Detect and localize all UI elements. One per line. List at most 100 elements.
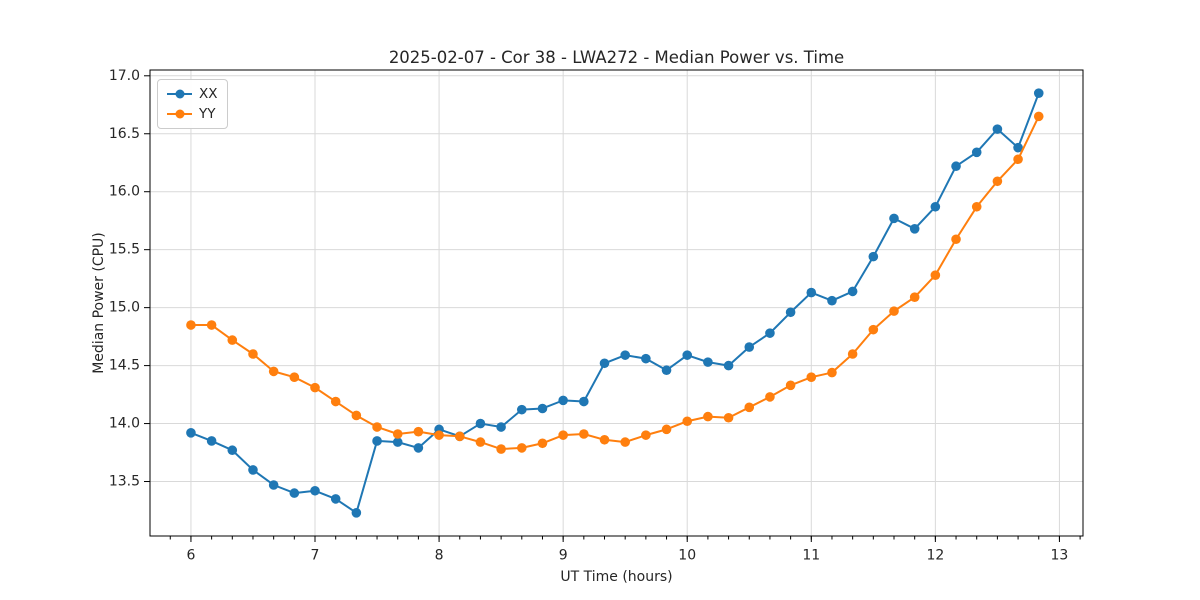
y-tick-label: 15.5 xyxy=(109,242,140,258)
data-point-yy xyxy=(827,367,837,378)
data-point-xx xyxy=(372,436,382,446)
data-point-xx xyxy=(909,224,920,234)
data-point-xx xyxy=(951,161,961,172)
data-point-xx xyxy=(496,422,506,432)
data-point-xx xyxy=(289,488,300,498)
data-point-yy xyxy=(434,430,444,440)
data-point-xx xyxy=(475,418,486,429)
data-point-yy xyxy=(413,426,424,437)
data-point-xx xyxy=(641,353,651,364)
data-point-xx xyxy=(227,445,238,456)
data-point-xx xyxy=(847,286,858,297)
data-point-xx xyxy=(1013,142,1023,153)
legend-label: XX xyxy=(199,86,218,102)
data-point-yy xyxy=(227,335,238,345)
data-point-xx xyxy=(537,403,548,414)
data-point-xx xyxy=(599,358,610,369)
legend-marker-icon xyxy=(175,109,184,119)
data-point-xx xyxy=(930,201,941,212)
data-point-yy xyxy=(723,412,734,423)
data-point-yy xyxy=(372,422,382,432)
data-point-xx xyxy=(310,485,320,496)
data-point-yy xyxy=(496,444,506,454)
x-tick-label: 6 xyxy=(186,548,195,564)
data-point-xx xyxy=(330,494,341,504)
data-point-yy xyxy=(682,416,693,427)
data-point-xx xyxy=(992,124,1003,134)
data-point-yy xyxy=(289,372,300,382)
data-point-yy xyxy=(806,372,817,382)
x-tick-label: 8 xyxy=(435,548,444,564)
series-yy xyxy=(186,111,1044,454)
x-tick-label: 11 xyxy=(802,548,820,564)
data-point-xx xyxy=(248,465,258,475)
data-point-xx xyxy=(579,396,589,407)
data-point-xx xyxy=(971,147,982,158)
series-line-yy xyxy=(189,115,1040,451)
data-point-yy xyxy=(930,270,941,280)
x-tick-label: 13 xyxy=(1051,548,1069,564)
data-point-yy xyxy=(889,306,899,316)
data-point-yy xyxy=(454,431,465,442)
data-point-yy xyxy=(971,201,982,212)
tick-labels: 6 7 8 9 10 11 12 13 13.5 14.0 14.5 15.0 15.5 16.0 16.5… xyxy=(109,68,1069,564)
data-point-yy xyxy=(351,410,362,421)
data-point-yy xyxy=(599,434,610,445)
data-point-yy xyxy=(206,320,217,330)
data-point-yy xyxy=(537,438,548,449)
y-tick-label: 13.5 xyxy=(109,474,140,490)
ticks xyxy=(144,75,1081,542)
data-point-xx xyxy=(889,213,899,224)
data-point-xx xyxy=(516,404,527,415)
data-point-xx xyxy=(268,480,279,490)
x-tick-label: 10 xyxy=(678,548,696,564)
data-point-yy xyxy=(703,411,713,422)
data-point-yy xyxy=(310,382,320,393)
data-point-yy xyxy=(475,437,486,447)
plot-border xyxy=(149,69,1084,537)
y-tick-label: 16.0 xyxy=(109,184,140,200)
data-point-yy xyxy=(785,380,796,391)
data-point-xx xyxy=(186,428,196,438)
data-point-xx xyxy=(723,360,734,371)
chart-title: 2025-02-07 - Cor 38 - LWA272 - Median Po… xyxy=(388,48,845,67)
data-point-yy xyxy=(330,396,341,407)
data-point-yy xyxy=(847,349,858,359)
data-point-yy xyxy=(516,443,527,453)
data-point-yy xyxy=(620,437,630,447)
legend-marker-icon xyxy=(175,89,184,99)
data-point-yy xyxy=(558,430,568,440)
data-point-yy xyxy=(951,234,961,245)
y-tick-label: 14.5 xyxy=(109,358,140,374)
y-tick-label: 17.0 xyxy=(109,68,140,84)
data-point-xx xyxy=(392,437,403,447)
legend-item-yy: YY xyxy=(167,104,218,124)
data-point-yy xyxy=(765,392,775,402)
data-point-xx xyxy=(703,357,713,367)
legend-line-icon xyxy=(167,109,192,119)
data-point-yy xyxy=(868,324,879,335)
y-tick-label: 16.5 xyxy=(109,126,140,142)
data-point-xx xyxy=(868,251,879,262)
data-point-yy xyxy=(992,176,1003,187)
y-axis-label: Median Power (CPU) xyxy=(91,232,107,374)
data-point-xx xyxy=(827,295,837,306)
data-point-yy xyxy=(1013,154,1023,165)
data-point-yy xyxy=(392,429,403,439)
data-point-xx xyxy=(785,307,796,318)
data-point-yy xyxy=(744,402,755,413)
data-point-yy xyxy=(579,429,589,439)
y-tick-label: 15.0 xyxy=(109,300,140,316)
data-point-xx xyxy=(744,342,755,352)
data-point-xx xyxy=(558,395,568,406)
data-point-xx xyxy=(620,350,630,360)
data-point-yy xyxy=(248,349,258,359)
legend: XX YY xyxy=(157,79,228,129)
data-point-xx xyxy=(806,287,817,298)
legend-item-xx: XX xyxy=(167,84,218,104)
data-point-yy xyxy=(909,292,920,303)
data-point-xx xyxy=(682,350,693,360)
gridlines xyxy=(150,70,1083,536)
